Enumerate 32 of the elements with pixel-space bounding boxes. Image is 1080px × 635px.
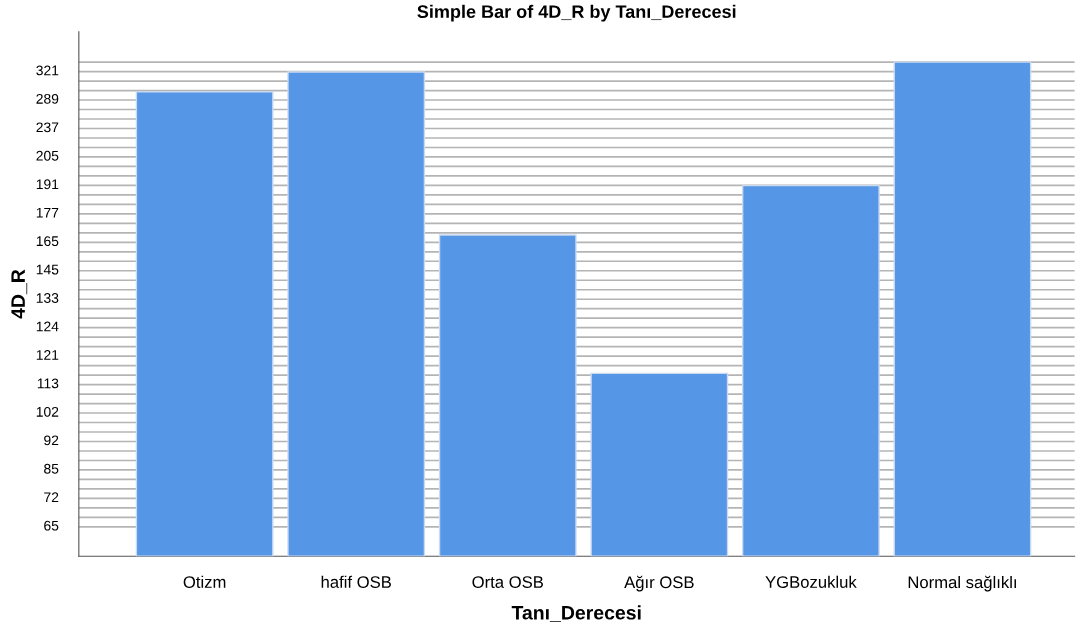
bar [438, 234, 577, 557]
x-tick-label: Otizm [183, 575, 226, 588]
text: 205 [36, 150, 59, 161]
text: 177 [36, 207, 59, 218]
x-tick-label: YGBozukluk [765, 575, 857, 588]
x-tick-label: Normal sağlıklı [908, 575, 1016, 592]
text: 72 [44, 492, 59, 502]
chart-title: Simple Bar of 4D_R by Tanı_Derecesi [417, 4, 736, 22]
bar [741, 184, 880, 557]
text: 113 [37, 378, 59, 389]
text: 102 [36, 406, 59, 417]
text: 191 [36, 179, 59, 190]
text: 145 [36, 264, 59, 275]
text: 289 [36, 93, 59, 104]
bar [287, 71, 426, 557]
text: 121 [36, 350, 59, 360]
text: 237 [36, 122, 59, 133]
x-tick-label: Ağır OSB [624, 575, 694, 592]
x-tick-label: Orta OSB [472, 576, 543, 588]
bar [590, 372, 729, 557]
text: 321 [36, 65, 59, 76]
x-axis-title: Tanı_Derecesi [511, 605, 641, 622]
text: 85 [44, 463, 59, 474]
y-axis-title: 4D_R [11, 269, 28, 319]
text: 165 [36, 236, 59, 247]
x-tick-label: hafif OSB [321, 575, 391, 588]
text: 133 [36, 293, 59, 303]
bar [135, 91, 274, 557]
text: 124 [36, 321, 59, 332]
bar [893, 61, 1032, 557]
text: 65 [44, 520, 59, 531]
text: 92 [44, 435, 59, 446]
